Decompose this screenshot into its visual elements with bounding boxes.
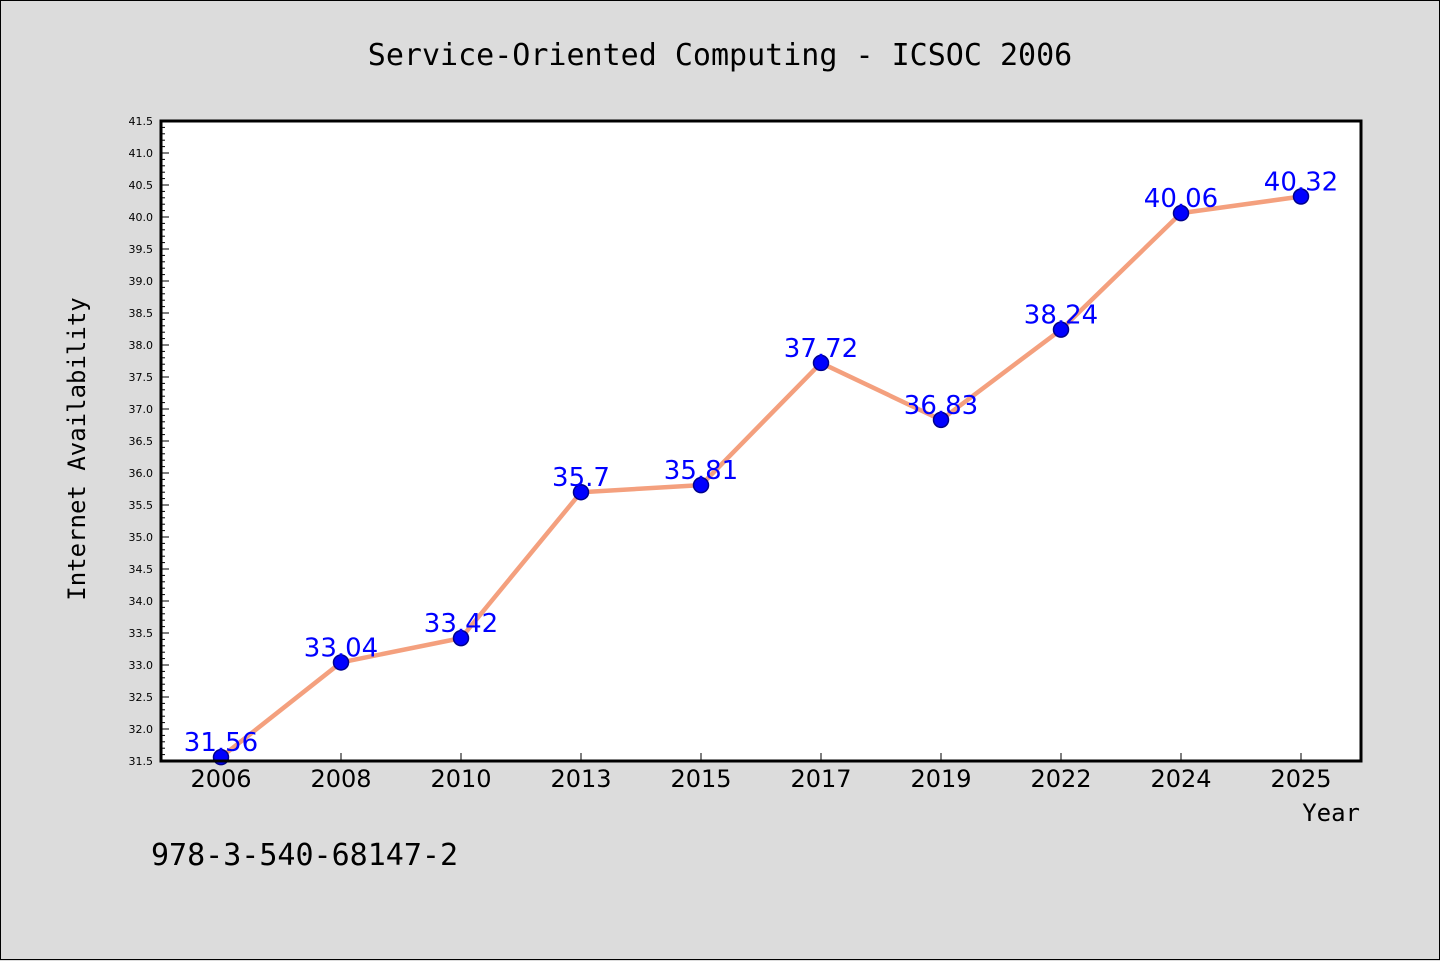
- data-value-label: 35.7: [552, 463, 610, 493]
- y-tick-label: 41.0: [129, 147, 154, 160]
- data-point-marker: [1292, 188, 1310, 205]
- y-tick-label: 33.0: [129, 659, 154, 672]
- y-tick-label: 36.5: [129, 435, 154, 448]
- y-tick-label: 32.5: [129, 691, 154, 704]
- data-value-label: 31.56: [184, 728, 258, 758]
- data-value-label: 33.42: [424, 609, 498, 639]
- x-tick-label: 2025: [1270, 765, 1331, 793]
- x-tick-label: 2010: [430, 765, 491, 793]
- y-tick-label: 41.5: [129, 115, 154, 128]
- data-point-marker: [1052, 321, 1070, 338]
- y-tick-label: 40.5: [129, 179, 154, 192]
- y-tick-label: 32.0: [129, 723, 154, 736]
- y-tick-label: 36.0: [129, 467, 154, 480]
- y-tick-label: 33.5: [129, 627, 154, 640]
- y-tick-label: 34.0: [129, 595, 154, 608]
- y-tick-label: 37.5: [129, 371, 154, 384]
- data-value-label: 40.32: [1264, 168, 1338, 198]
- data-point-marker: [1172, 204, 1190, 222]
- series-line: [218, 194, 1304, 760]
- plot-border: [159, 119, 1363, 763]
- chart-title: Service-Oriented Computing - ICSOC 2006: [368, 38, 1072, 73]
- series-line-group: [212, 188, 1310, 766]
- data-point-marker: [932, 411, 950, 429]
- y-axis: 31.5 32.0 32.5 33.0 33.5 34.0 34.5 35.0 35.5 36.0…: [129, 115, 169, 768]
- x-tick-label: 2022: [1030, 765, 1091, 793]
- data-value-label: 36.83: [904, 391, 978, 421]
- x-tick-label: 2008: [310, 765, 371, 793]
- data-value-label: 33.04: [304, 633, 378, 663]
- data-point-marker: [332, 654, 350, 671]
- x-tick-label: 2024: [1150, 765, 1211, 793]
- x-axis: 2006 2008 2010 2013 2015 2017 2019 2022 2024 2025: [190, 753, 1332, 793]
- y-tick-label: 35.0: [129, 531, 154, 544]
- isbn-footnote: 978-3-540-68147-2: [151, 838, 458, 873]
- x-tick-label: 2006: [190, 765, 251, 793]
- y-tick-label: 39.0: [129, 275, 154, 288]
- x-tick-label: 2015: [670, 765, 731, 793]
- data-value-label: 40.06: [1144, 184, 1218, 214]
- plot-area: [161, 121, 1361, 761]
- data-value-label: 38.24: [1024, 301, 1098, 331]
- y-tick-label: 40.0: [129, 211, 154, 224]
- y-tick-label: 39.5: [129, 243, 154, 256]
- y-tick-label: 38.5: [129, 307, 154, 320]
- data-point-marker: [812, 354, 830, 372]
- x-axis-label: Year: [1302, 799, 1360, 827]
- data-labels: 31.56 33.04 33.42 35.7 35.81 37.72 36.83 38.24 4…: [184, 168, 1338, 759]
- y-tick-label: 31.5: [129, 755, 154, 768]
- y-tick-label: 35.5: [129, 499, 154, 512]
- y-tick-label: 37.0: [129, 403, 154, 416]
- y-tick-label: 34.5: [129, 563, 154, 576]
- data-value-label: 37.72: [784, 334, 858, 364]
- data-point-marker: [452, 629, 470, 647]
- data-point-marker: [692, 476, 710, 494]
- data-value-label: 35.81: [664, 456, 738, 486]
- x-tick-label: 2019: [910, 765, 971, 793]
- y-axis-label: Internet Availability: [63, 297, 91, 600]
- x-tick-label: 2017: [790, 765, 851, 793]
- data-point-marker: [572, 483, 590, 501]
- x-tick-label: 2013: [550, 765, 611, 793]
- y-tick-label: 38.0: [129, 339, 154, 352]
